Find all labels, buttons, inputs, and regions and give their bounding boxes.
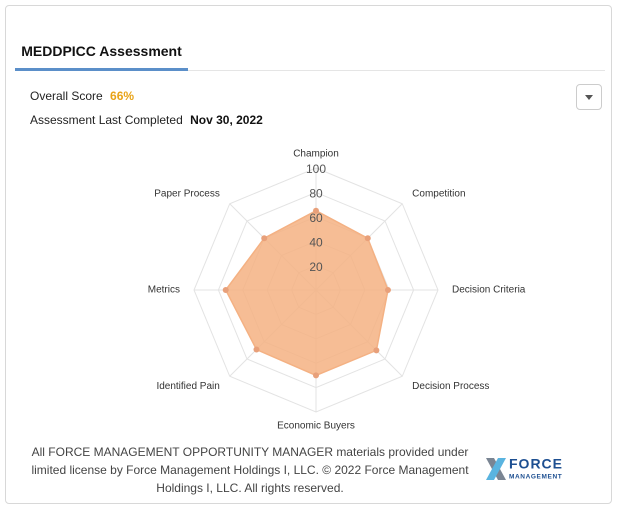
completed-value: Nov 30, 2022 (190, 113, 263, 127)
card (5, 5, 612, 504)
score-point (261, 235, 268, 242)
footer: All FORCE MANAGEMENT OPPORTUNITY MANAGER… (31, 445, 469, 495)
axis-label: Paper Process (154, 188, 220, 199)
axis-label: Identified Pain (156, 381, 219, 392)
score-point (313, 372, 319, 379)
completed-label: Assessment Last Completed (30, 113, 183, 127)
score-point (313, 207, 319, 214)
score-row: Overall Score 66% (30, 89, 134, 103)
r-tick-label: 20 (309, 260, 323, 274)
score-point (222, 287, 229, 293)
logo-word2: MANAGEMENT (509, 474, 562, 481)
r-tick-label: 100 (306, 162, 326, 176)
axis-label: Champion (293, 149, 339, 160)
tab[interactable]: MEDDPICC Assessment (15, 43, 188, 71)
axis-label: Decision Process (412, 381, 489, 392)
radar-chart: Champion Competition Decision Criteria Deci… (148, 149, 526, 432)
axis-label: Competition (412, 188, 465, 199)
score-point (364, 235, 371, 242)
logo-word1: FORCE (509, 456, 563, 472)
r-tick-label: 80 (309, 187, 323, 201)
tab-divider (15, 70, 605, 71)
score-value: 66% (110, 89, 135, 103)
score-area (224, 209, 389, 377)
score-point (253, 346, 260, 353)
r-tick-label: 60 (309, 211, 323, 225)
r-tick-label: 40 (309, 235, 323, 249)
completed-row: Assessment Last Completed Nov 30, 2022 (30, 113, 263, 127)
score-label: Overall Score (30, 89, 103, 103)
axis-label: Metrics (148, 285, 180, 296)
chevron (585, 95, 593, 100)
score-point (384, 287, 391, 293)
axis-label: Economic Buyers (277, 421, 355, 432)
axis-label: Decision Criteria (452, 285, 526, 296)
logo: FORCE MANAGEMENT (486, 456, 563, 481)
dropdown-button[interactable] (576, 84, 602, 110)
score-point (373, 347, 380, 354)
